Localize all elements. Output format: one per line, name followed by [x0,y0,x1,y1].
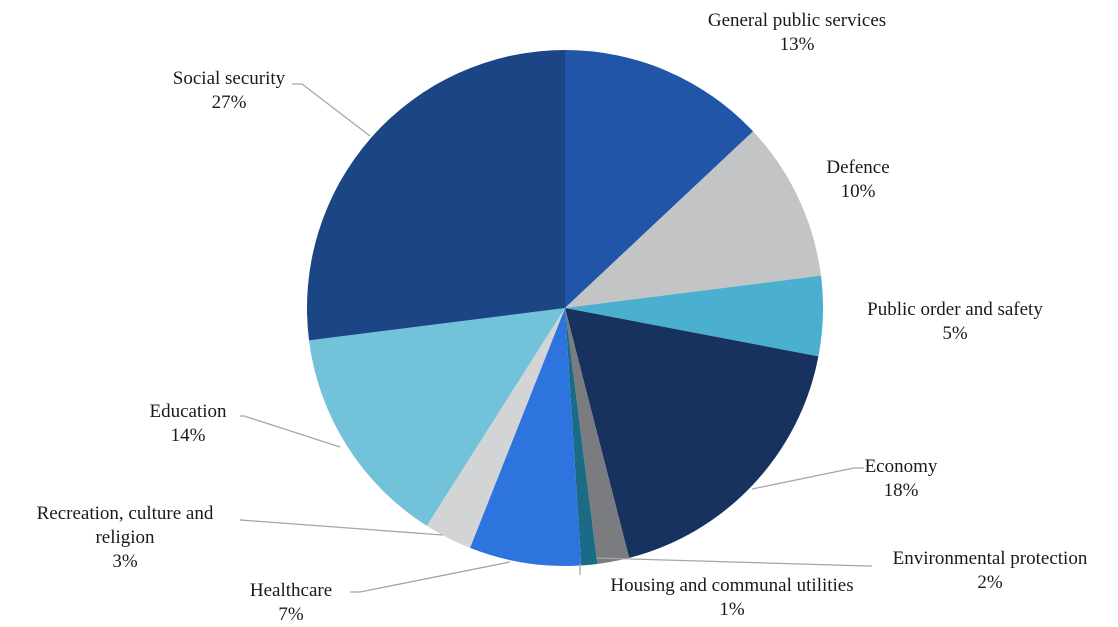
leader-line-environmental-protection [596,557,872,567]
data-label-environmental-protection: Environmental protection 2% [893,548,1088,593]
pie-slice-healthcare [470,308,582,566]
pie-slice-economy [565,308,819,558]
data-label-education: Education 14% [149,401,227,446]
leader-line-social-security [292,83,371,137]
pie-slice-education [309,308,565,526]
data-label-general-public-services: General public services 13% [708,10,886,55]
data-label-social-security: Social security 27% [173,68,286,113]
pie-slice-defence [565,131,821,308]
pie-slice-public-order-and-safety [565,275,824,357]
data-label-economy: Economy 18% [865,456,938,501]
data-label-public-order-and-safety: Public order and safety 5% [867,299,1043,344]
data-label-housing-and-communal-utilities: Housing and communal utilities 1% [610,575,853,620]
leader-line-education [240,415,341,448]
data-label-healthcare: Healthcare 7% [250,580,332,625]
slice-labels: General public services 13% Defence 10% Publ… [37,10,1088,625]
pie-slice-recreation-culture-and-religion [426,308,565,548]
pie-slice-general-public-services [565,50,754,308]
data-label-defence: Defence 10% [826,157,889,202]
pie-slice-housing-and-communal-utilities [565,308,598,566]
leader-line-healthcare [350,561,511,593]
pie-slices [306,50,824,566]
leader-lines [239,83,872,593]
leader-line-recreation-culture-and-religion [239,519,444,536]
data-label-recreation-culture-and-religion: Recreation, culture and religion 3% [37,503,214,572]
pie-slice-environmental-protection [565,308,630,564]
leader-line-economy [751,467,864,490]
pie-slice-social-security [306,50,565,341]
